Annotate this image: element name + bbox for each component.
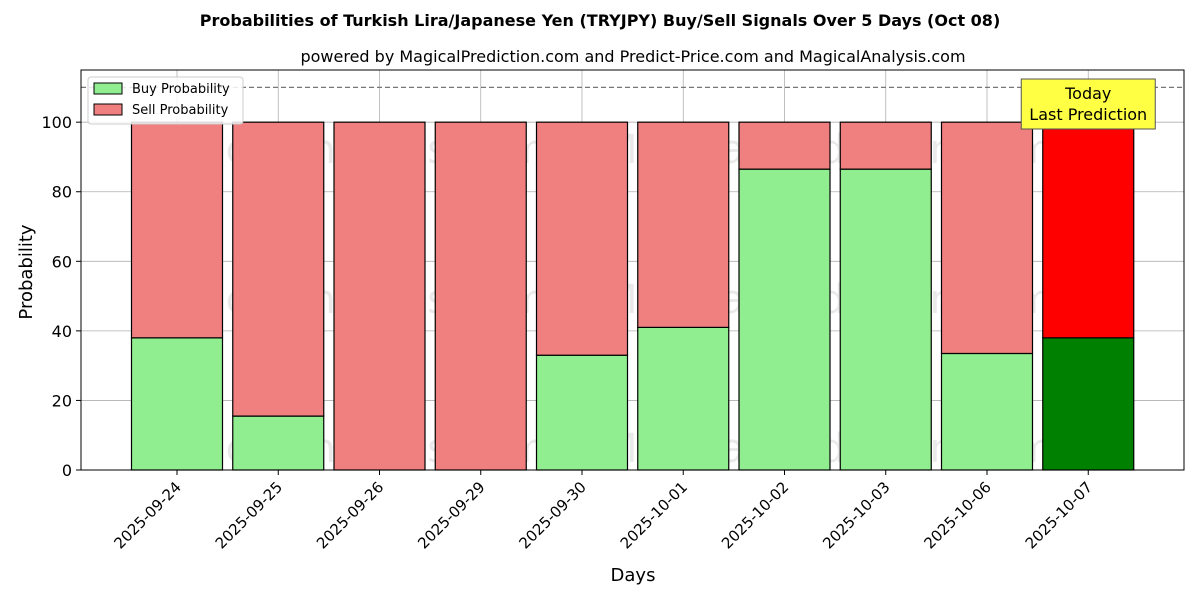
y-tick-label: 80: [52, 183, 72, 202]
x-tick-label: 2025-09-24: [110, 478, 184, 552]
bar-buy: [940, 352, 1034, 471]
bar-sell: [434, 121, 527, 471]
y-tick-label: 40: [52, 322, 72, 341]
bar-sell: [738, 121, 831, 170]
bar-sell: [839, 121, 932, 170]
bar-buy: [232, 415, 325, 471]
bar-sell: [940, 121, 1034, 355]
bar-sell: [1042, 121, 1135, 339]
x-tick-label: 2025-10-01: [617, 478, 691, 552]
legend: Buy Probability Sell Probability: [87, 76, 244, 125]
legend-swatch: [93, 82, 123, 95]
bar-sell: [333, 121, 426, 471]
bar-buy: [130, 337, 224, 471]
x-axis-label: Days: [611, 565, 656, 586]
legend-label: Buy Probability: [132, 82, 230, 97]
bar-sell: [232, 121, 325, 417]
x-tick-label: 2025-10-03: [819, 478, 893, 552]
bar-sell: [130, 121, 224, 339]
plot-frame: [80, 69, 1185, 471]
bar-sell: [637, 121, 730, 328]
y-tick-label: 100: [41, 113, 72, 132]
bar-buy: [637, 326, 730, 471]
x-tick-label: 2025-10-07: [1022, 478, 1096, 552]
legend-label: Sell Probability: [132, 103, 229, 118]
bar-buy: [738, 168, 831, 471]
x-tick-label: 2025-10-06: [920, 478, 994, 552]
annotation-text: Today: [1064, 84, 1111, 103]
annotation-box: [1020, 78, 1156, 130]
bar-buy: [1042, 337, 1135, 471]
bar-sell: [535, 121, 629, 356]
x-tick-label: 2025-09-30: [515, 478, 589, 552]
y-tick-label: 0: [62, 461, 72, 480]
y-axis-label: Probability: [16, 224, 37, 319]
y-tick-label: 60: [52, 252, 72, 271]
bar-buy: [535, 354, 629, 471]
plot-area: MagicalAnalysis.comMagicalPrediction.com…: [41, 69, 1185, 552]
x-tick-label: 2025-09-29: [414, 478, 488, 552]
x-tick-label: 2025-10-02: [718, 478, 792, 552]
annotation-text: Last Prediction: [1029, 105, 1147, 124]
x-tick-label: 2025-09-26: [313, 478, 387, 552]
legend-swatch: [93, 103, 123, 116]
chart-subtitle: powered by MagicalPrediction.com and Pre…: [300, 47, 965, 66]
bar-buy: [839, 168, 932, 471]
legend-box: [87, 76, 244, 125]
x-tick-label: 2025-09-25: [212, 478, 286, 552]
chart-title: Probabilities of Turkish Lira/Japanese Y…: [200, 11, 1001, 30]
y-tick-label: 20: [52, 391, 72, 410]
